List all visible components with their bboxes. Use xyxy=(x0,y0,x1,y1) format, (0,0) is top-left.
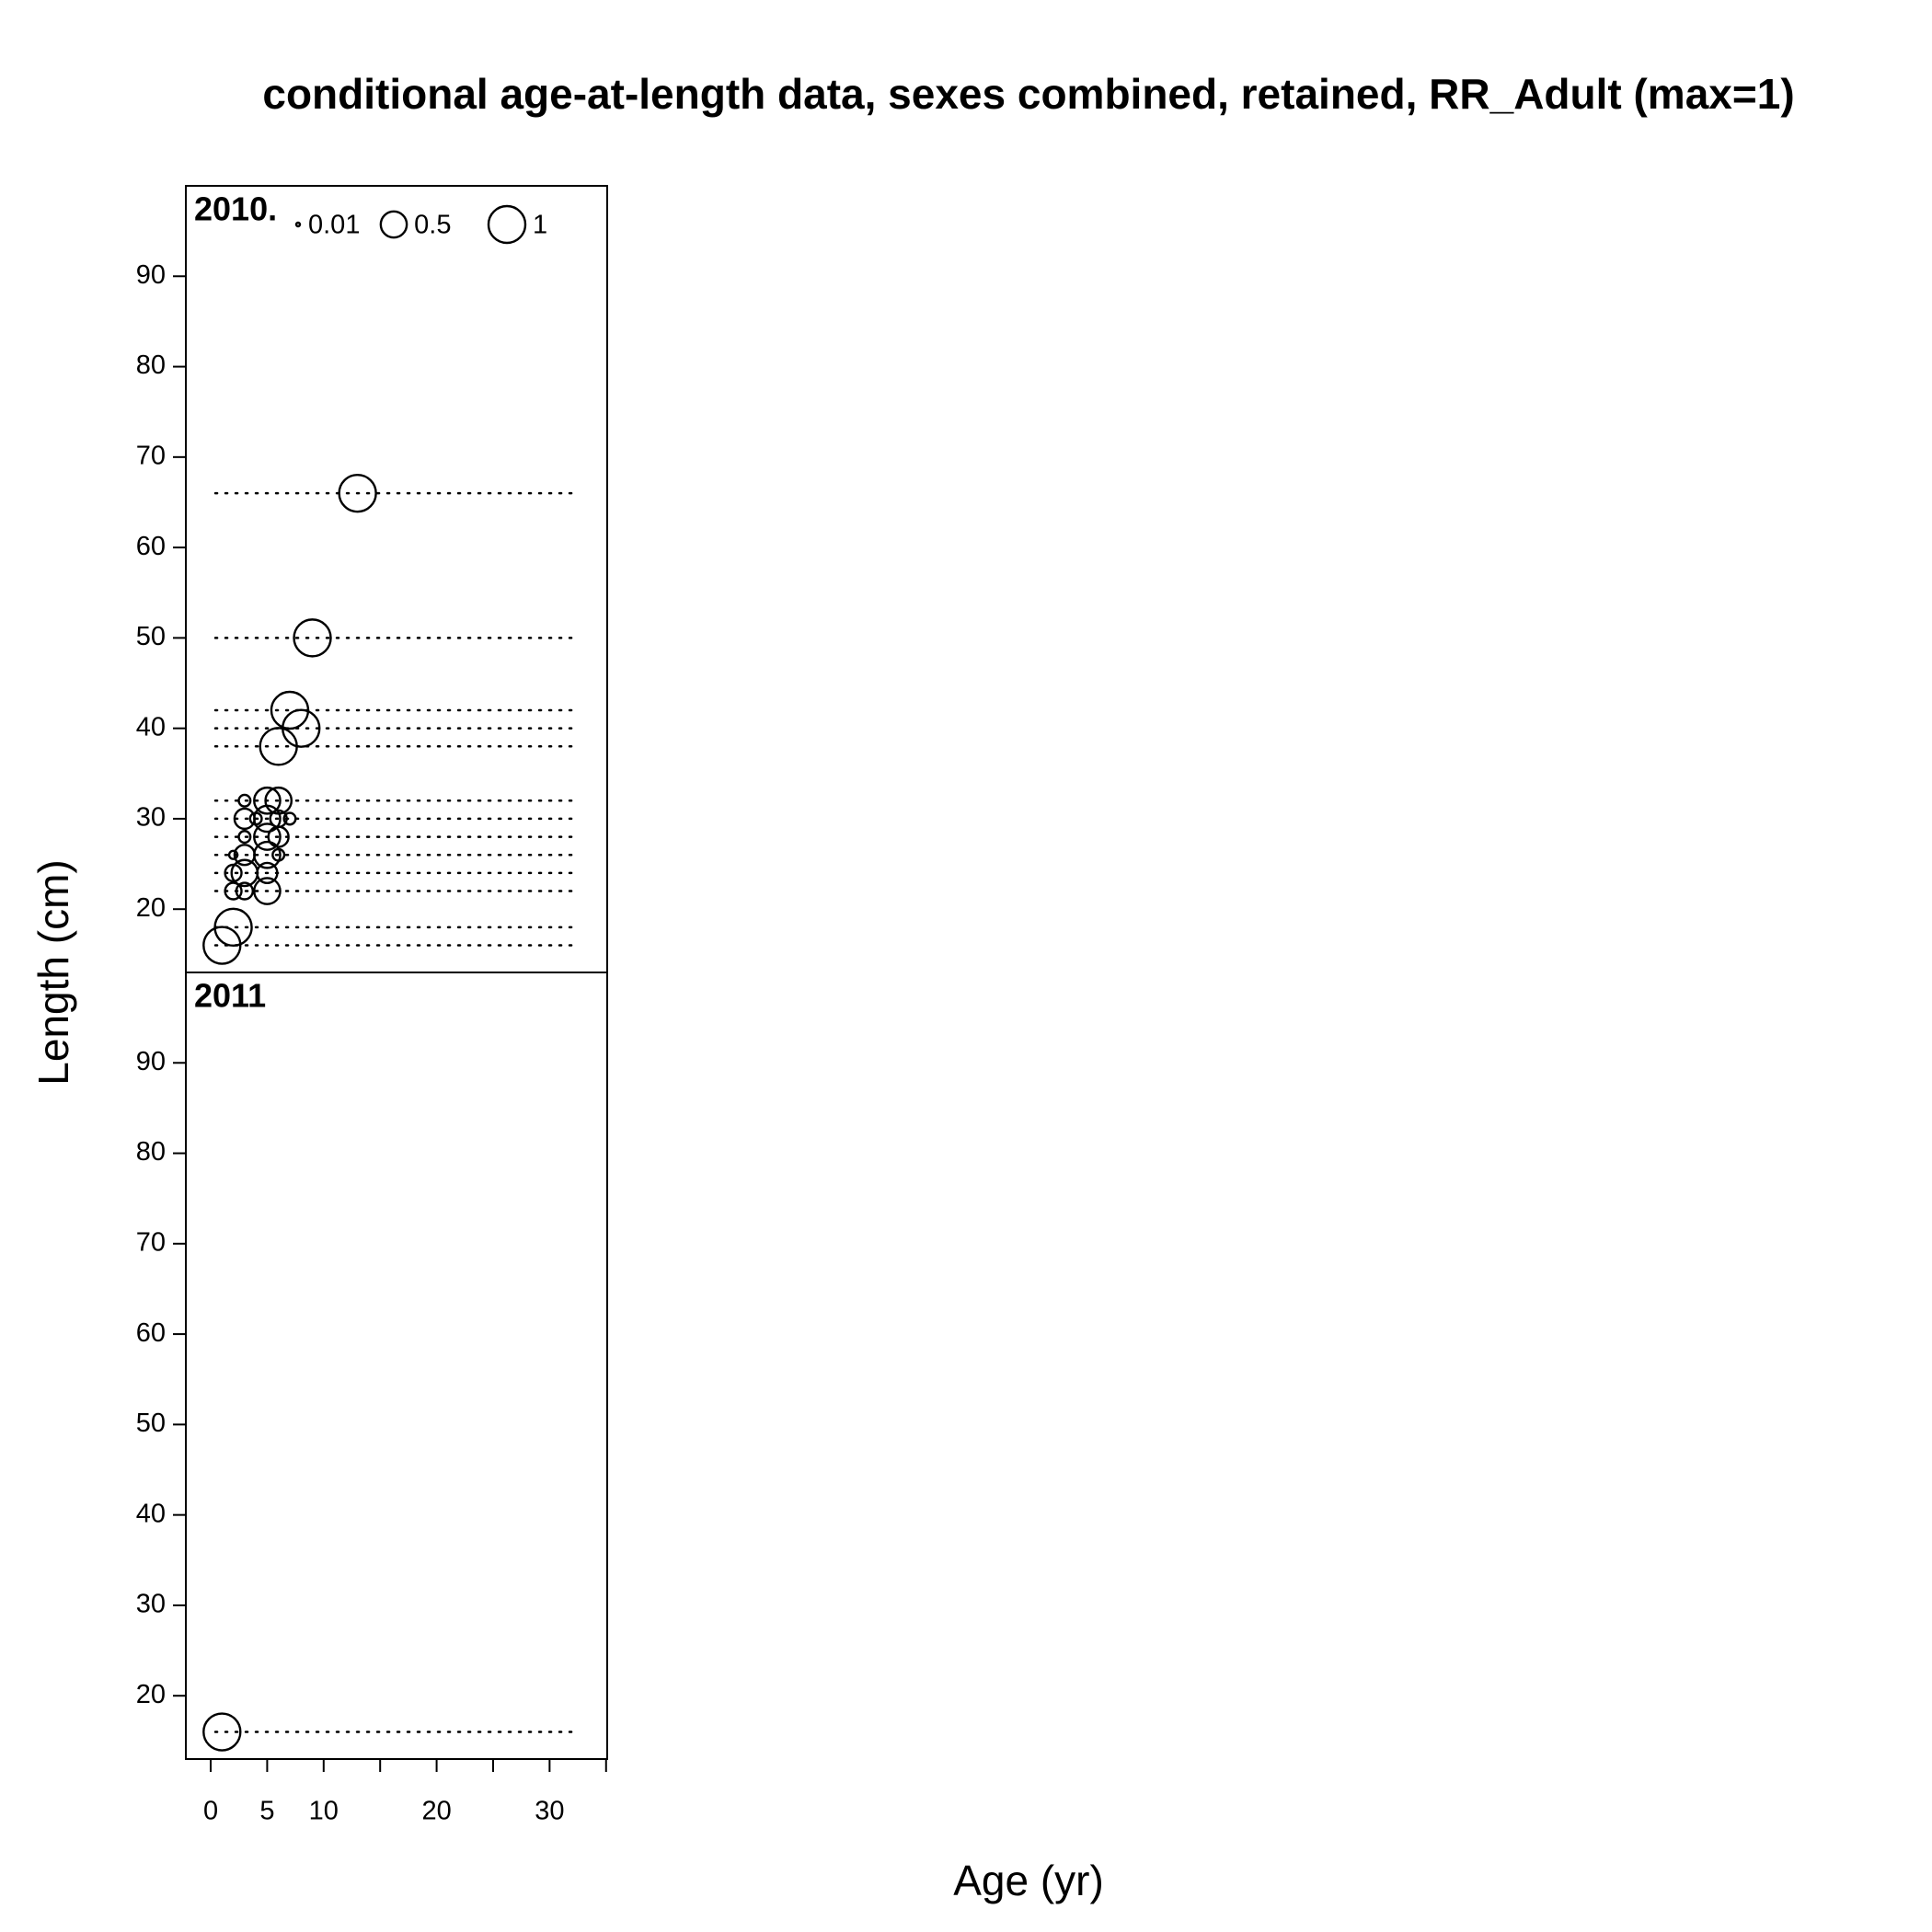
bubble xyxy=(202,1712,242,1752)
bubble xyxy=(253,840,282,869)
bubble xyxy=(256,861,279,885)
x-tick-label: 5 xyxy=(259,1797,274,1826)
bubble xyxy=(224,881,243,901)
bubble xyxy=(237,793,252,808)
x-axis-label: Age (yr) xyxy=(953,1857,1104,1904)
legend-label: 1 xyxy=(533,211,547,240)
y-tick-label: 80 xyxy=(136,351,166,380)
legend-label: 0.01 xyxy=(308,211,360,240)
legend-label: 0.5 xyxy=(414,211,451,240)
y-tick-label: 20 xyxy=(136,1680,166,1709)
y-tick-label: 60 xyxy=(136,532,166,561)
y-tick-label: 20 xyxy=(136,893,166,923)
y-tick-label: 40 xyxy=(136,712,166,742)
bubble xyxy=(253,804,282,834)
legend-bubble xyxy=(487,204,527,245)
bubble xyxy=(253,822,282,851)
bubble xyxy=(227,849,239,860)
y-tick-label: 60 xyxy=(136,1318,166,1348)
y-tick-label: 70 xyxy=(136,441,166,470)
y-axis-label: Length (cm) xyxy=(29,859,77,1085)
bubble xyxy=(282,811,297,826)
chart-title: conditional age-at-length data, sexes co… xyxy=(262,70,1794,118)
x-tick-label: 20 xyxy=(421,1797,451,1826)
x-tick-label: 0 xyxy=(203,1797,218,1826)
legend-bubble xyxy=(379,210,408,239)
bubble xyxy=(259,727,298,766)
bubble xyxy=(253,786,282,815)
y-tick-label: 90 xyxy=(136,260,166,290)
bubble xyxy=(293,618,332,658)
panel-label: 2010. xyxy=(194,190,277,228)
y-tick-label: 50 xyxy=(136,1409,166,1438)
y-tick-label: 90 xyxy=(136,1047,166,1076)
y-tick-label: 40 xyxy=(136,1499,166,1528)
bubble xyxy=(235,881,254,901)
x-tick-label: 10 xyxy=(309,1797,339,1826)
y-tick-label: 50 xyxy=(136,622,166,651)
y-tick-label: 30 xyxy=(136,1590,166,1619)
bubble xyxy=(237,830,252,845)
bubble xyxy=(338,473,377,513)
legend-bubble xyxy=(294,221,302,228)
bubble xyxy=(253,877,282,905)
y-tick-label: 70 xyxy=(136,1227,166,1257)
x-tick-label: 30 xyxy=(535,1797,564,1826)
y-tick-label: 30 xyxy=(136,803,166,833)
bubble xyxy=(271,847,286,862)
y-tick-label: 80 xyxy=(136,1137,166,1167)
bubble xyxy=(202,926,242,965)
panel-label: 2011 xyxy=(194,977,266,1015)
